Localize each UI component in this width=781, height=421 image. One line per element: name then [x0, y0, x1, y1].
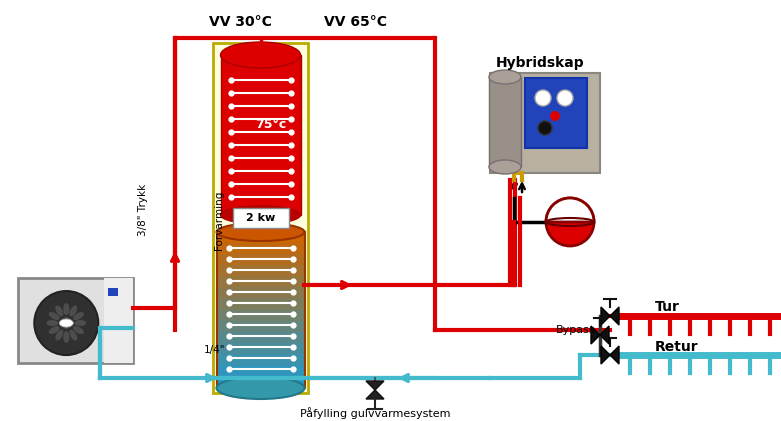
- Bar: [217, 332, 304, 344]
- Text: Hybridskap: Hybridskap: [496, 56, 584, 70]
- Bar: [217, 287, 304, 299]
- Bar: [217, 265, 304, 277]
- Bar: [213, 43, 308, 393]
- Bar: [217, 365, 304, 377]
- Ellipse shape: [216, 377, 305, 399]
- Text: Bypass: Bypass: [556, 325, 596, 335]
- Bar: [490, 73, 600, 173]
- Circle shape: [557, 90, 573, 106]
- Polygon shape: [591, 326, 600, 344]
- Polygon shape: [610, 307, 619, 325]
- Bar: [217, 254, 304, 266]
- Circle shape: [538, 121, 552, 135]
- Text: 3/8" Trykk: 3/8" Trykk: [138, 184, 148, 236]
- Text: VV 30°C: VV 30°C: [209, 15, 272, 29]
- Bar: [217, 232, 304, 244]
- Text: Tur: Tur: [655, 300, 680, 314]
- Text: Påfylling gulvvarmesystem: Påfylling gulvvarmesystem: [300, 407, 451, 419]
- Text: Forvarming: Forvarming: [214, 190, 224, 250]
- Ellipse shape: [70, 330, 77, 341]
- Text: 1/4": 1/4": [205, 345, 226, 355]
- Ellipse shape: [55, 330, 63, 341]
- Polygon shape: [366, 390, 384, 399]
- Bar: [217, 376, 304, 388]
- Polygon shape: [610, 346, 619, 364]
- Ellipse shape: [48, 312, 59, 320]
- Bar: [18, 278, 133, 363]
- Ellipse shape: [74, 320, 86, 326]
- Bar: [217, 321, 304, 333]
- Ellipse shape: [48, 326, 59, 334]
- Circle shape: [34, 291, 98, 355]
- Text: Retur: Retur: [655, 340, 699, 354]
- Ellipse shape: [489, 70, 521, 84]
- Ellipse shape: [73, 326, 84, 334]
- Ellipse shape: [220, 206, 301, 224]
- Circle shape: [535, 90, 551, 106]
- Bar: [525, 78, 587, 148]
- Bar: [217, 243, 304, 255]
- Bar: [216, 232, 305, 388]
- Ellipse shape: [59, 319, 73, 327]
- Bar: [220, 55, 301, 215]
- Bar: [217, 343, 304, 355]
- Polygon shape: [601, 307, 610, 325]
- Text: 2 kw: 2 kw: [246, 213, 275, 223]
- Text: VV 65°C: VV 65°C: [323, 15, 387, 29]
- Bar: [217, 298, 304, 310]
- Bar: [104, 278, 133, 363]
- Wedge shape: [546, 198, 594, 222]
- Ellipse shape: [63, 303, 70, 315]
- Bar: [233, 208, 288, 228]
- Ellipse shape: [220, 42, 301, 68]
- Text: 75°c: 75°c: [255, 118, 286, 131]
- Bar: [489, 77, 521, 167]
- Ellipse shape: [489, 160, 521, 174]
- Ellipse shape: [55, 306, 63, 316]
- Bar: [108, 288, 118, 296]
- Bar: [217, 310, 304, 322]
- Ellipse shape: [216, 223, 305, 241]
- Circle shape: [546, 198, 594, 246]
- Ellipse shape: [63, 331, 70, 343]
- Ellipse shape: [73, 312, 84, 320]
- Polygon shape: [600, 326, 609, 344]
- Bar: [217, 276, 304, 288]
- Circle shape: [550, 111, 560, 121]
- Polygon shape: [366, 381, 384, 390]
- Ellipse shape: [70, 306, 77, 316]
- Circle shape: [61, 318, 71, 328]
- Ellipse shape: [46, 320, 59, 326]
- Bar: [217, 354, 304, 366]
- Polygon shape: [601, 346, 610, 364]
